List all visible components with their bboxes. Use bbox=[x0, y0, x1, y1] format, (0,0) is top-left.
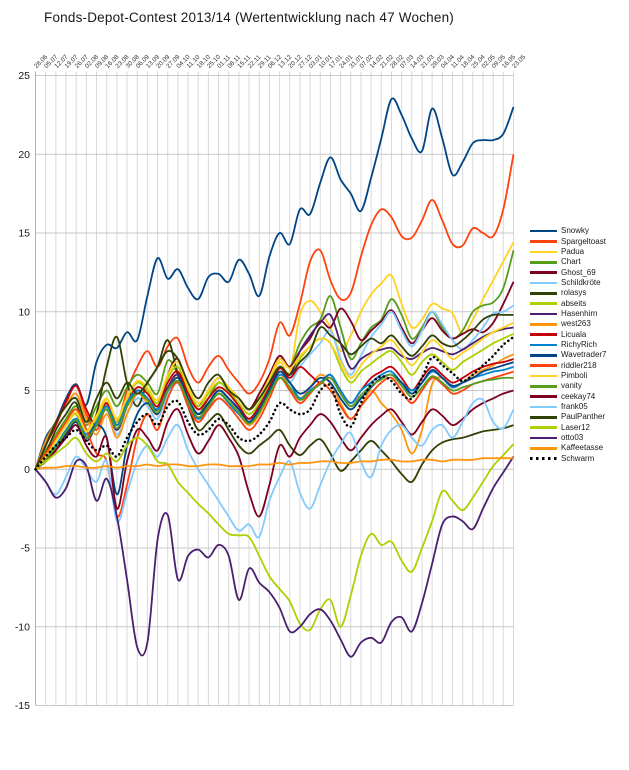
legend-label: Licuala bbox=[561, 329, 587, 339]
legend-marker bbox=[530, 260, 557, 264]
legend-marker bbox=[530, 240, 557, 243]
legend-label: Laser12 bbox=[561, 422, 590, 432]
legend-item-Schildkröte: Schildkröte bbox=[530, 278, 629, 288]
legend-item-Hasenhirn: Hasenhirn bbox=[530, 309, 629, 319]
series-line-frank05 bbox=[34, 397, 515, 539]
legend-marker bbox=[530, 447, 557, 450]
legend-item-ceekay74: ceekay74 bbox=[530, 392, 629, 402]
legend-item-Licuala: Licuala bbox=[530, 329, 629, 339]
legend-label: Ghost_69 bbox=[561, 267, 596, 277]
legend-label: Spargeltoast bbox=[561, 236, 606, 246]
legend-marker bbox=[530, 405, 557, 409]
legend-label: west263 bbox=[561, 319, 591, 329]
y-axis-tick-label: -10 bbox=[15, 621, 30, 633]
legend-item-Wavetrader7: Wavetrader7 bbox=[530, 350, 629, 360]
series-line-PaulPanther bbox=[34, 313, 514, 470]
series-line-rolasys bbox=[34, 335, 514, 484]
y-axis-tick-label: 25 bbox=[18, 70, 30, 82]
legend-label: vanity bbox=[561, 381, 582, 391]
chart-title: Fonds-Depot-Contest 2013/14 (Wertentwick… bbox=[44, 10, 454, 25]
legend-marker bbox=[530, 385, 557, 388]
y-axis-tick-label: 10 bbox=[18, 306, 30, 318]
y-axis-tick-label: 0 bbox=[24, 464, 30, 476]
legend-label: Padua bbox=[561, 246, 585, 256]
legend-label: Pimboli bbox=[561, 370, 588, 380]
legend-label: abseits bbox=[561, 298, 587, 308]
legend-item-rolasys: rolasys bbox=[530, 288, 629, 298]
y-axis-tick-label: 15 bbox=[18, 228, 30, 240]
legend-marker bbox=[530, 364, 557, 367]
legend-marker bbox=[530, 416, 557, 419]
legend-item-Snowky: Snowky bbox=[530, 226, 629, 236]
legend-item-vanity: vanity bbox=[530, 381, 629, 391]
legend-label: otto03 bbox=[561, 433, 584, 443]
legend-label: Chart bbox=[561, 257, 581, 267]
legend-label: rolasys bbox=[561, 288, 587, 298]
legend-item-west263: west263 bbox=[530, 319, 629, 329]
legend-label: riddler218 bbox=[561, 360, 597, 370]
legend-marker bbox=[530, 343, 557, 347]
series-line-ceekay74 bbox=[34, 389, 514, 518]
series-line-Laser12 bbox=[34, 436, 515, 632]
legend-label: ceekay74 bbox=[561, 391, 596, 401]
y-axis-tick-label: 5 bbox=[24, 385, 30, 397]
legend-item-PaulPanther: PaulPanther bbox=[530, 412, 629, 422]
legend-marker bbox=[530, 457, 557, 461]
legend-label: Snowky bbox=[561, 226, 590, 236]
series-line-Pimboli bbox=[34, 321, 514, 470]
legend-item-Spargeltoast: Spargeltoast bbox=[530, 236, 629, 246]
legend-item-Padua: Padua bbox=[530, 247, 629, 257]
legend-marker bbox=[530, 426, 557, 429]
legend-marker bbox=[530, 322, 557, 326]
legend-item-Ghost_69: Ghost_69 bbox=[530, 267, 629, 277]
legend-label: PaulPanther bbox=[561, 412, 606, 422]
y-axis-tick-label: -15 bbox=[15, 700, 30, 712]
legend-item-RichyRich: RichyRich bbox=[530, 340, 629, 350]
legend-label: RichyRich bbox=[561, 339, 598, 349]
legend-label: Wavetrader7 bbox=[561, 350, 607, 360]
series-line-otto03 bbox=[34, 456, 515, 658]
series-line-Wavetrader7 bbox=[34, 361, 514, 496]
series-line-Padua bbox=[34, 241, 515, 470]
legend-item-Chart: Chart bbox=[530, 257, 629, 267]
legend-label: Schwarm bbox=[561, 453, 595, 463]
legend-item-otto03: otto03 bbox=[530, 433, 629, 443]
legend-marker bbox=[530, 291, 557, 295]
legend-marker bbox=[530, 354, 557, 357]
y-axis-tick-label: -5 bbox=[21, 543, 30, 555]
legend-label: frank05 bbox=[561, 402, 588, 412]
legend-label: Schildkröte bbox=[561, 277, 601, 287]
legend-label: Hasenhirn bbox=[561, 308, 598, 318]
legend-marker bbox=[530, 281, 557, 285]
legend-item-Schwarm: Schwarm bbox=[530, 454, 629, 464]
legend-marker bbox=[530, 271, 557, 274]
series-line-vanity bbox=[34, 373, 514, 470]
legend-marker bbox=[530, 395, 557, 398]
y-axis-tick-label: 20 bbox=[18, 149, 30, 161]
legend-marker bbox=[530, 312, 557, 316]
legend-item-riddler218: riddler218 bbox=[530, 360, 629, 370]
legend-item-Pimboli: Pimboli bbox=[530, 371, 629, 381]
legend-marker bbox=[530, 229, 557, 233]
legend-marker bbox=[530, 436, 557, 440]
series-line-Snowky bbox=[34, 97, 515, 470]
series-line-Kaffeetasse bbox=[35, 457, 514, 471]
legend: Snowky Spargeltoast Padua Chart Ghost_69 Schi… bbox=[530, 226, 629, 464]
legend-item-frank05: frank05 bbox=[530, 402, 629, 412]
legend-item-abseits: abseits bbox=[530, 298, 629, 308]
series-line-Schwarm bbox=[34, 335, 515, 471]
legend-item-Laser12: Laser12 bbox=[530, 423, 629, 433]
legend-label: Kaffeetasse bbox=[561, 443, 604, 453]
legend-marker bbox=[530, 250, 557, 254]
legend-marker bbox=[530, 333, 557, 336]
legend-item-Kaffeetasse: Kaffeetasse bbox=[530, 443, 629, 453]
legend-marker bbox=[530, 302, 557, 305]
legend-marker bbox=[530, 374, 557, 378]
series-line-abseits bbox=[34, 332, 514, 470]
